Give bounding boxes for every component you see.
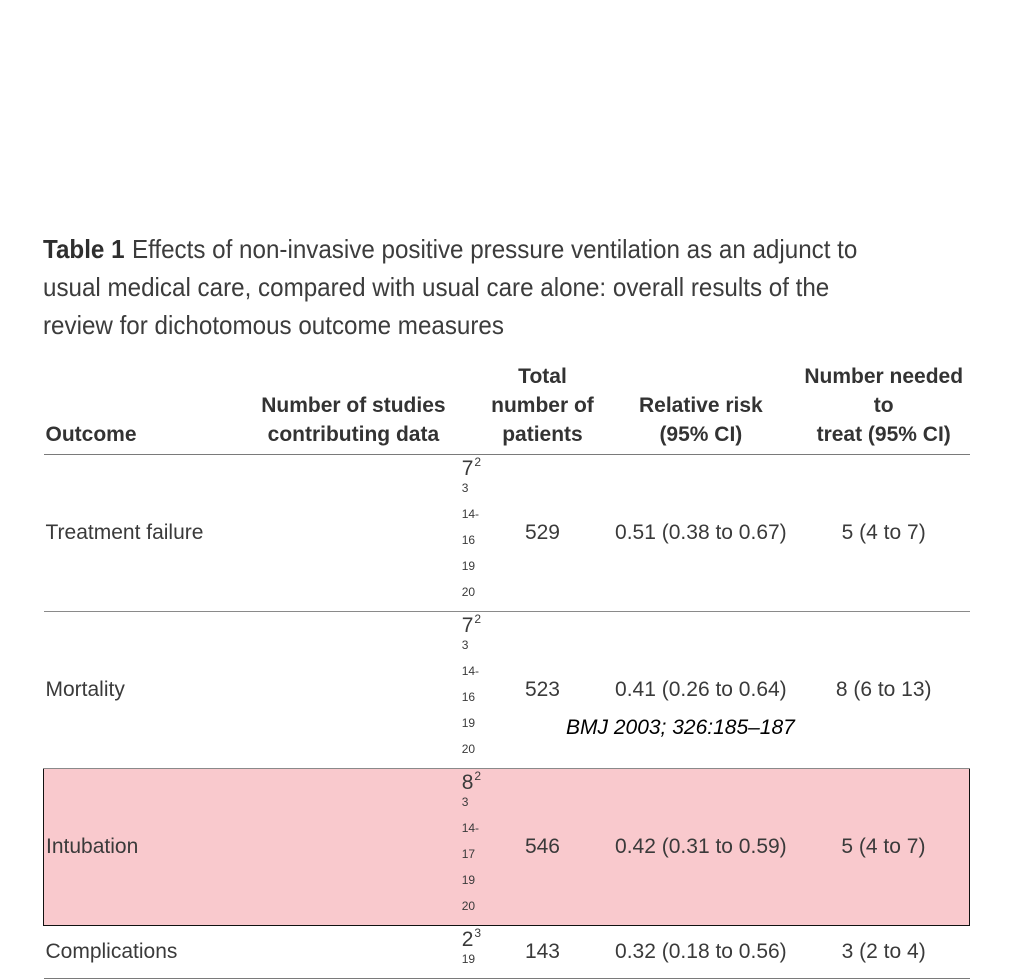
citation: BMJ 2003; 326:185–187 xyxy=(566,716,795,739)
table-caption: Table 1 Effects of non-invasive positive … xyxy=(43,230,880,344)
cell-refs: 2 3 14-16 19 20 xyxy=(461,612,482,756)
cell-patients: 143 xyxy=(481,925,604,979)
cell-patients: 523 xyxy=(481,611,604,769)
cell-relative-risk: 0.41 (0.26 to 0.64) xyxy=(603,611,798,769)
header-relative-risk: Relative risk (95% CI) xyxy=(603,360,798,455)
table-row: Treatment failure 72 3 14-16 19 20 529 0.51… xyxy=(43,454,970,612)
table-caption-text: Effects of non-invasive positive pressur… xyxy=(43,234,858,340)
results-table: Outcome Number of studies contributing da… xyxy=(42,360,970,979)
cell-relative-risk: 0.32 (0.18 to 0.56) xyxy=(603,925,798,979)
table-row: Intubation 82 3 14-17 19 20 546 0.42 (0.31 … xyxy=(42,768,970,926)
cell-patients: 529 xyxy=(481,454,604,612)
header-nnt: Number needed to treat (95% CI) xyxy=(797,360,970,455)
cell-outcome: Complications xyxy=(43,925,226,979)
cell-outcome: Intubation xyxy=(42,768,226,926)
table-row: Complications 23 19 143 0.32 (0.18 to 0.56)… xyxy=(43,925,970,979)
cell-outcome: Treatment failure xyxy=(43,454,226,612)
cell-studies: 72 3 14-16 19 20 xyxy=(225,611,482,769)
cell-nnt: 8 (6 to 13) xyxy=(797,611,970,769)
cell-patients: 546 xyxy=(481,768,604,926)
table-body: Treatment failure 72 3 14-16 19 20 529 0.51… xyxy=(42,454,970,979)
cell-relative-risk: 0.42 (0.31 to 0.59) xyxy=(603,768,798,926)
cell-studies: 72 3 14-16 19 20 xyxy=(225,454,482,612)
cell-outcome: Mortality xyxy=(43,611,226,769)
header-outcome: Outcome xyxy=(43,360,226,455)
cell-nnt: 5 (4 to 7) xyxy=(797,454,970,612)
table-header-row: Outcome Number of studies contributing da… xyxy=(43,360,970,455)
table-row: Mortality 72 3 14-16 19 20 523 0.41 (0.26 t… xyxy=(43,611,970,769)
cell-studies: 23 19 xyxy=(225,925,482,979)
table-label: Table 1 xyxy=(43,234,125,264)
header-studies: Number of studies contributing data xyxy=(225,360,482,455)
header-patients: Total number of patients xyxy=(481,360,604,455)
cell-studies: 82 3 14-17 19 20 xyxy=(225,768,482,926)
cell-refs: 2 3 14-16 19 20 xyxy=(461,455,482,599)
cell-relative-risk: 0.51 (0.38 to 0.67) xyxy=(603,454,798,612)
cell-nnt: 5 (4 to 7) xyxy=(797,768,970,926)
cell-nnt: 3 (2 to 4) xyxy=(797,925,970,979)
